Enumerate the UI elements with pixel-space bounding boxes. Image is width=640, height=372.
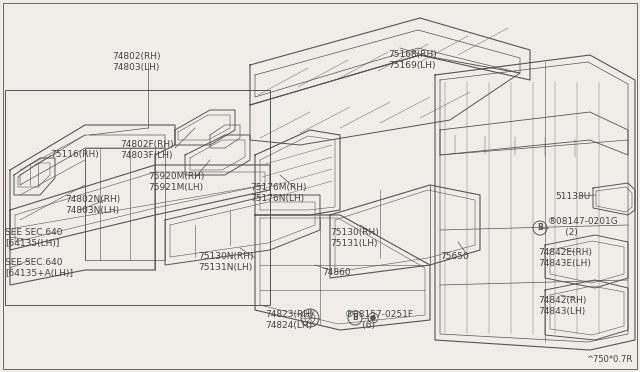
Bar — [5, 90, 270, 305]
Polygon shape — [185, 135, 250, 175]
Text: 74802N(RH)
74803N(LH): 74802N(RH) 74803N(LH) — [65, 195, 120, 215]
Polygon shape — [596, 187, 632, 212]
Polygon shape — [20, 135, 165, 185]
Polygon shape — [260, 136, 335, 210]
Polygon shape — [255, 215, 430, 330]
Polygon shape — [545, 235, 628, 288]
Text: 51138U: 51138U — [555, 192, 590, 201]
Polygon shape — [335, 190, 475, 272]
Text: B: B — [352, 314, 358, 323]
Text: ®08147-0201G
      (2): ®08147-0201G (2) — [548, 217, 619, 237]
Polygon shape — [165, 195, 320, 265]
Text: 75650: 75650 — [440, 252, 468, 261]
Polygon shape — [593, 183, 635, 215]
Polygon shape — [260, 218, 425, 324]
Text: ®08157-0251F
      (6): ®08157-0251F (6) — [345, 310, 414, 330]
Text: 75176M(RH)
75176N(LH): 75176M(RH) 75176N(LH) — [250, 183, 307, 203]
Polygon shape — [250, 18, 530, 105]
Text: SEE SEC.640
[64135(LH)]: SEE SEC.640 [64135(LH)] — [5, 228, 63, 248]
Text: 74842(RH)
74843(LH): 74842(RH) 74843(LH) — [538, 296, 586, 316]
Text: 75168(RH)
75169(LH): 75168(RH) 75169(LH) — [388, 50, 436, 70]
Polygon shape — [545, 280, 628, 340]
Polygon shape — [255, 30, 520, 97]
Polygon shape — [85, 148, 165, 260]
Text: 75920M(RH)
75921M(LH): 75920M(RH) 75921M(LH) — [148, 172, 204, 192]
Text: 74823(RH)
74824(LH): 74823(RH) 74824(LH) — [265, 310, 314, 330]
Text: 75130N(RH)
75131N(LH): 75130N(RH) 75131N(LH) — [198, 252, 253, 272]
Polygon shape — [440, 62, 628, 342]
Polygon shape — [178, 115, 230, 140]
Polygon shape — [10, 165, 270, 250]
Polygon shape — [330, 185, 480, 278]
Text: 75116(RH): 75116(RH) — [50, 150, 99, 159]
Polygon shape — [250, 55, 520, 145]
Polygon shape — [440, 112, 628, 155]
Text: 75130(RH)
75131(LH): 75130(RH) 75131(LH) — [330, 228, 379, 248]
Circle shape — [371, 315, 376, 321]
Polygon shape — [210, 125, 240, 148]
Polygon shape — [170, 202, 315, 257]
Polygon shape — [550, 286, 624, 335]
Text: 74842E(RH)
74843E(LH): 74842E(RH) 74843E(LH) — [538, 248, 592, 268]
Text: 74860: 74860 — [322, 268, 351, 277]
Polygon shape — [255, 130, 340, 215]
Text: 74802(RH)
74803(LH): 74802(RH) 74803(LH) — [112, 52, 161, 72]
Polygon shape — [10, 125, 175, 285]
Polygon shape — [550, 241, 624, 283]
Polygon shape — [190, 140, 245, 170]
Text: 74802F(RH)
74803F(LH): 74802F(RH) 74803F(LH) — [120, 140, 173, 160]
Polygon shape — [435, 55, 635, 350]
Text: B: B — [537, 224, 543, 232]
Polygon shape — [175, 110, 235, 145]
Polygon shape — [18, 163, 50, 187]
Polygon shape — [14, 158, 55, 195]
Text: ^750*0.7R: ^750*0.7R — [586, 355, 632, 364]
Polygon shape — [15, 172, 265, 242]
Text: SEE SEC.640
[64135+A(LH)]: SEE SEC.640 [64135+A(LH)] — [5, 258, 73, 278]
